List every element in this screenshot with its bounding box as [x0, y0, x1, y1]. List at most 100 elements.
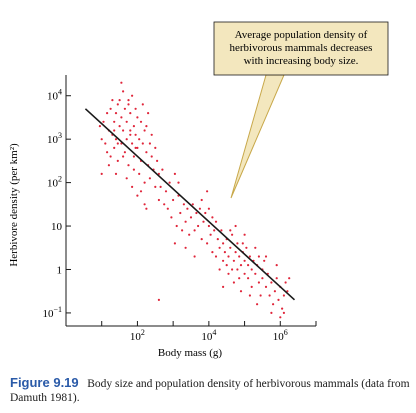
- data-point: [114, 112, 118, 115]
- data-point: [223, 251, 226, 254]
- y-tick-label: 103: [47, 131, 62, 146]
- data-point: [131, 185, 134, 188]
- data-point: [189, 216, 193, 219]
- annotation-line: Average population density of: [235, 29, 368, 41]
- data-point: [184, 246, 187, 249]
- data-point: [181, 229, 184, 232]
- data-point: [170, 216, 173, 219]
- data-point: [179, 211, 182, 215]
- data-point: [98, 125, 101, 128]
- data-point: [207, 224, 210, 228]
- data-point: [222, 259, 225, 262]
- data-point: [250, 268, 253, 271]
- data-point: [129, 129, 132, 132]
- data-point: [256, 303, 259, 306]
- data-point: [200, 198, 203, 202]
- data-point: [241, 242, 244, 245]
- y-tick-label: 1: [57, 264, 63, 276]
- data-point: [186, 207, 189, 210]
- data-point: [100, 138, 103, 141]
- data-point: [234, 251, 237, 254]
- data-point: [123, 151, 126, 154]
- data-point: [259, 294, 262, 297]
- data-point: [188, 233, 191, 236]
- data-point: [275, 277, 278, 280]
- data-point: [122, 129, 125, 132]
- data-point: [125, 120, 128, 123]
- data-point: [134, 146, 137, 149]
- data-point: [132, 125, 135, 128]
- data-point: [243, 233, 246, 236]
- data-point: [238, 255, 241, 258]
- data-point: [127, 164, 130, 167]
- data-point: [107, 164, 110, 167]
- data-point: [114, 138, 118, 141]
- data-point: [193, 255, 196, 258]
- data-point: [216, 238, 219, 241]
- figure-caption: Figure 9.19 Body size and population den…: [10, 376, 410, 405]
- data-point: [238, 277, 241, 280]
- data-point: [231, 268, 234, 271]
- data-point: [113, 129, 116, 132]
- axes: [65, 75, 317, 327]
- data-point: [129, 112, 132, 115]
- data-point: [132, 168, 135, 171]
- data-point: [136, 116, 139, 119]
- data-point: [139, 120, 143, 123]
- data-point: [234, 224, 237, 228]
- data-point: [154, 185, 157, 188]
- data-point: [123, 107, 126, 110]
- data-point: [191, 203, 194, 206]
- data-point: [213, 229, 216, 232]
- data-point: [214, 255, 218, 258]
- data-point: [175, 224, 178, 228]
- data-point: [127, 103, 130, 106]
- y-tick-label: 10: [51, 221, 63, 233]
- data-point: [209, 233, 212, 236]
- data-point: [197, 224, 200, 228]
- data-point: [150, 133, 153, 136]
- data-point: [148, 142, 151, 145]
- data-point: [111, 99, 114, 102]
- data-point: [236, 268, 239, 271]
- data-point: [109, 155, 112, 158]
- data-point: [239, 264, 243, 267]
- data-point: [143, 181, 146, 184]
- data-point: [193, 229, 196, 232]
- data-point: [159, 185, 162, 188]
- data-point: [138, 138, 141, 141]
- caption-text: Body size and population density of herb…: [10, 378, 410, 404]
- data-point: [222, 242, 225, 245]
- data-point: [139, 190, 143, 193]
- data-point: [218, 246, 221, 249]
- data-point: [102, 120, 105, 123]
- data-point: [141, 103, 144, 106]
- data-point: [254, 272, 257, 275]
- data-point: [263, 259, 266, 262]
- data-point: [116, 159, 119, 162]
- data-point: [239, 290, 243, 293]
- data-point: [257, 255, 260, 258]
- annotation-pointer: [230, 74, 285, 199]
- data-point: [248, 294, 251, 297]
- data-point: [247, 264, 250, 267]
- data-point: [248, 255, 251, 258]
- data-point: [202, 220, 205, 223]
- data-point: [150, 155, 153, 158]
- data-point: [288, 277, 291, 280]
- x-tick-label: 106: [273, 328, 288, 343]
- data-point: [232, 259, 235, 262]
- data-point: [113, 146, 116, 149]
- annotation-line: with increasing body size.: [244, 55, 359, 67]
- data-point: [136, 194, 139, 197]
- data-point: [145, 125, 148, 128]
- data-point: [109, 107, 112, 110]
- data-point: [136, 146, 139, 149]
- data-point: [225, 264, 228, 267]
- data-point: [206, 190, 209, 193]
- data-point: [257, 281, 260, 284]
- y-tick-label: 102: [47, 175, 62, 190]
- data-point: [132, 155, 135, 158]
- data-point: [182, 203, 185, 206]
- data-point: [116, 142, 119, 145]
